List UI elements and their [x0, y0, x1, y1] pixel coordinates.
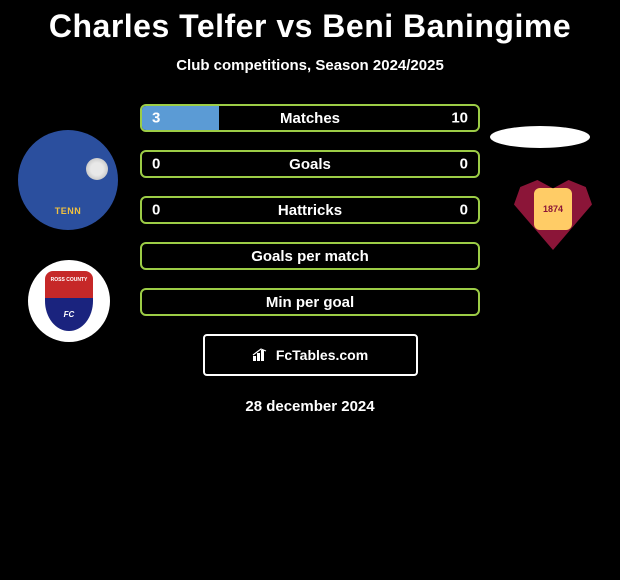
stat-bar: 0 Hattricks 0 [140, 196, 480, 224]
subtitle: Club competitions, Season 2024/2025 [0, 57, 620, 74]
stat-label: Min per goal [266, 294, 354, 311]
stat-label: Goals [289, 156, 331, 173]
stat-bar: 3 Matches 10 [140, 104, 480, 132]
chart-icon [252, 348, 270, 362]
stat-value-right: 0 [460, 202, 468, 219]
stat-bar: 0 Goals 0 [140, 150, 480, 178]
stat-label: Matches [280, 110, 340, 127]
stat-label: Hattricks [278, 202, 342, 219]
stat-bars-container: 3 Matches 10 0 Goals 0 0 Hattricks 0 Goals per ma… [140, 104, 480, 316]
page-title: Charles Telfer vs Beni Baningime [0, 0, 620, 45]
watermark-text: FcTables.com [276, 347, 368, 363]
stat-value-left: 0 [152, 202, 160, 219]
stat-label: Goals per match [251, 248, 369, 265]
watermark: FcTables.com [203, 334, 418, 376]
stat-value-left: 0 [152, 156, 160, 173]
stat-value-right: 10 [451, 110, 468, 127]
stat-value-left: 3 [152, 110, 160, 127]
date-text: 28 december 2024 [0, 398, 620, 415]
stat-bar: Goals per match [140, 242, 480, 270]
stat-bar: Min per goal [140, 288, 480, 316]
stat-value-right: 0 [460, 156, 468, 173]
